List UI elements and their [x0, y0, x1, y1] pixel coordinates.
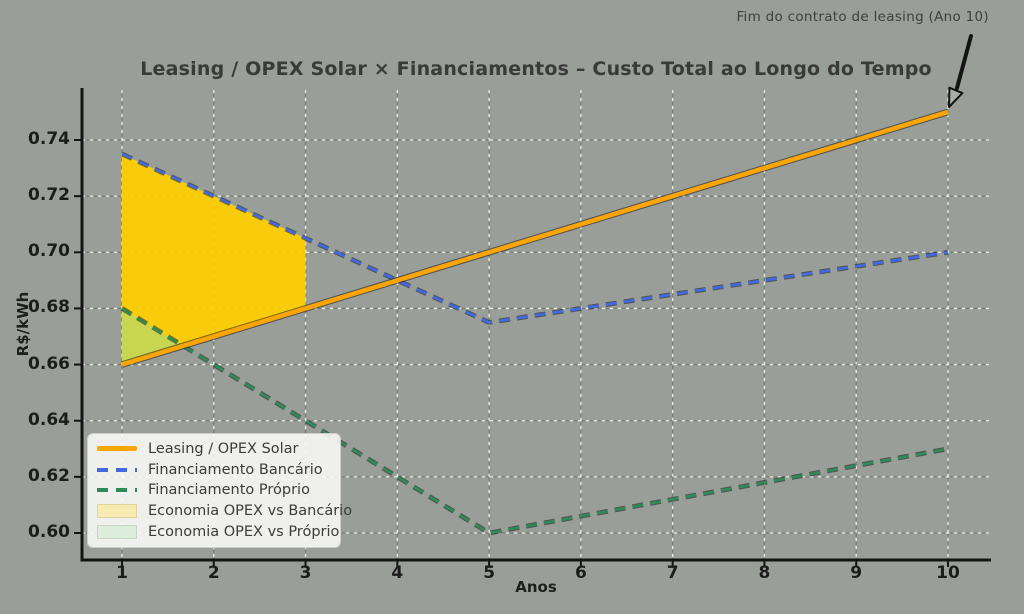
legend-item: Leasing / OPEX Solar	[97, 439, 334, 459]
y-tick-label: 0.68	[28, 297, 70, 318]
y-tick-label: 0.66	[28, 353, 70, 374]
legend-swatch-patch-icon	[97, 504, 137, 519]
legend: Leasing / OPEX Solar Financiamento Bancár…	[87, 433, 352, 548]
x-tick-label: 9	[850, 563, 863, 583]
y-tick-label: 0.64	[28, 409, 70, 430]
y-tick-label: 0.74	[28, 129, 70, 149]
annotation-arrow	[955, 34, 973, 90]
x-tick-label: 5	[483, 563, 496, 583]
y-tick-label: 0.60	[28, 522, 70, 542]
legend-item: Financiamento Próprio	[97, 480, 334, 500]
legend-swatch-solid-icon	[97, 446, 137, 452]
series-line	[121, 152, 949, 324]
fill-region	[122, 308, 184, 365]
legend-item-label: Economia OPEX vs Próprio	[148, 524, 340, 541]
legend-item-label: Leasing / OPEX Solar	[148, 440, 299, 457]
x-tick-label: 8	[758, 563, 771, 583]
legend-item: Economia OPEX vs Próprio	[97, 522, 339, 542]
legend-item-label: Financiamento Próprio	[148, 482, 310, 499]
y-tick-label: 0.62	[28, 465, 70, 486]
x-tick-label: 7	[666, 563, 679, 583]
x-tick-label: 3	[299, 563, 312, 583]
x-tick-label: 6	[574, 563, 587, 583]
legend-swatch-patch-icon	[97, 525, 137, 540]
x-tick-label: 1	[116, 563, 128, 583]
legend-swatch-dashed-icon	[97, 488, 137, 493]
legend-item-label: Economia OPEX vs Bancário	[148, 503, 353, 520]
x-tick-label: 2	[207, 563, 220, 583]
x-axis-label: Anos	[515, 578, 557, 596]
legend-swatch-dashed-icon	[97, 467, 137, 472]
annotation-text: Fim do contrato de leasing (Ano 10)	[736, 9, 989, 25]
series-line	[121, 307, 949, 535]
y-tick-label: 0.70	[28, 241, 70, 262]
x-tick-label: 4	[391, 563, 404, 583]
annotation-arrowhead	[948, 86, 964, 108]
legend-item-label: Financiamento Bancário	[148, 461, 323, 478]
series-line	[121, 109, 949, 367]
fill-region	[122, 154, 306, 365]
legend-item: Financiamento Bancário	[97, 460, 334, 480]
y-tick-label: 0.72	[28, 185, 70, 206]
x-tick-label: 10	[936, 563, 960, 583]
legend-item: Economia OPEX vs Bancário	[97, 501, 352, 521]
chart-title: Leasing / OPEX Solar × Financiamentos – …	[140, 58, 932, 80]
